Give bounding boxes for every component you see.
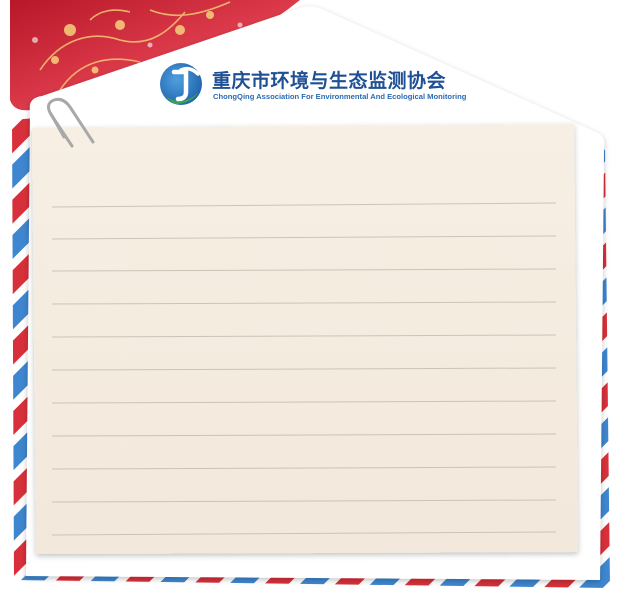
ruled-lines	[51, 202, 557, 536]
paperclip-icon	[47, 97, 95, 148]
organization-name-english: ChongQing Association For Environmental …	[213, 92, 467, 101]
organization-name: 重庆市环境与生态监测协会	[212, 70, 447, 92]
note-paper	[32, 124, 578, 554]
jc-logo-icon	[160, 63, 202, 105]
